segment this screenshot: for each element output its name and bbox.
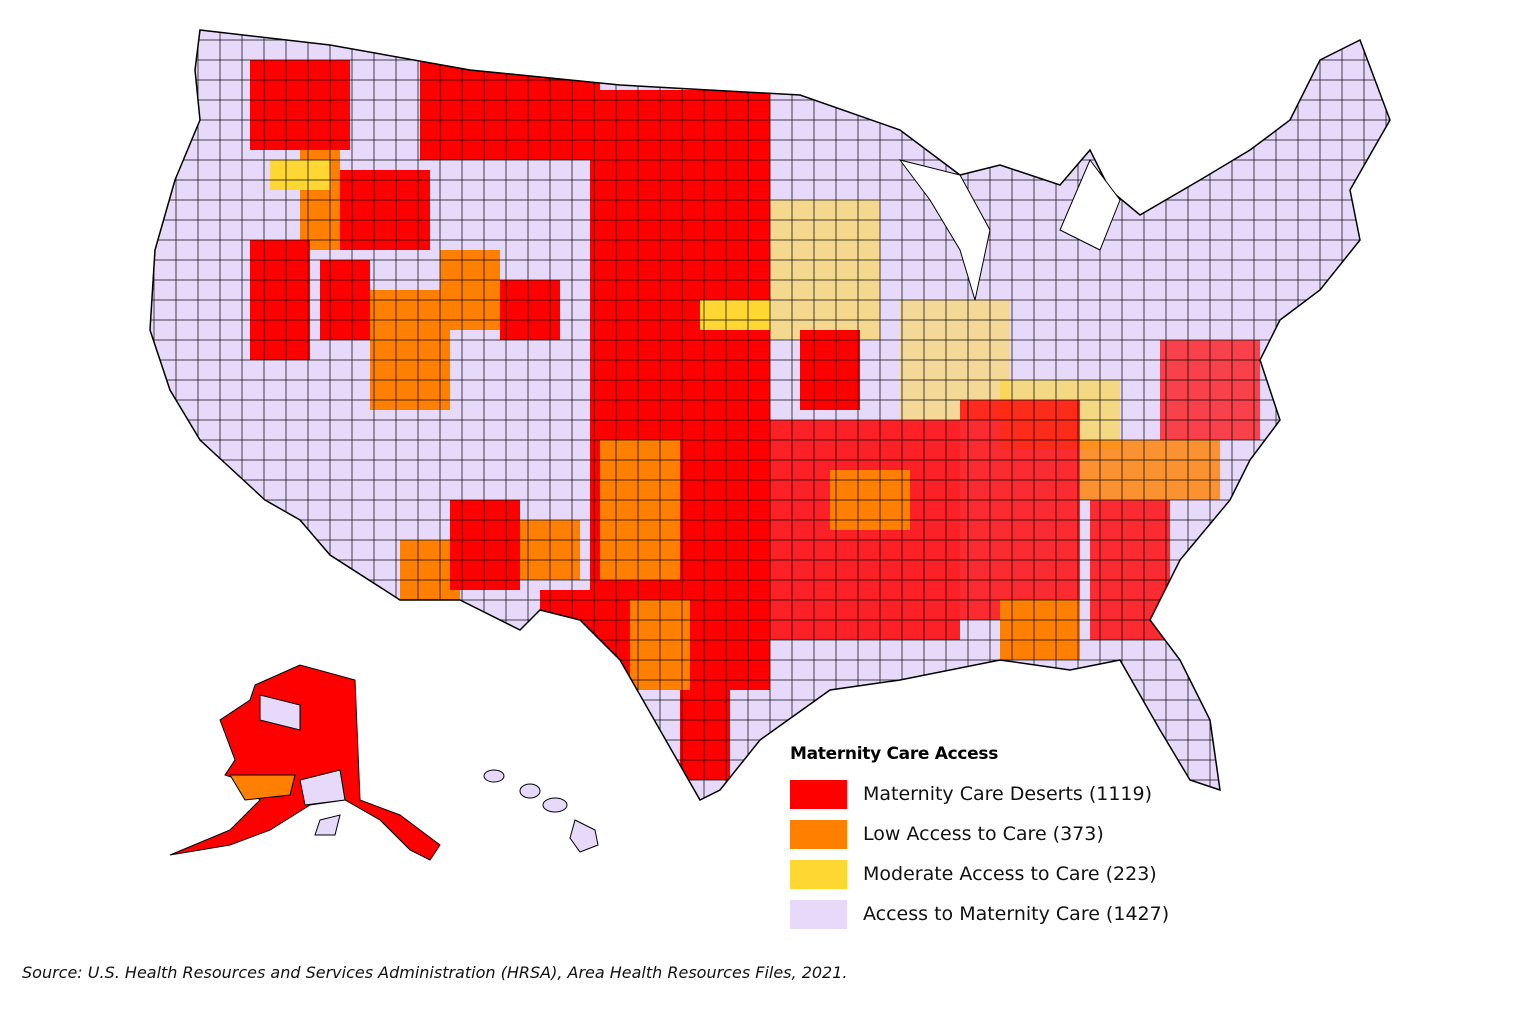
alaska — [169, 664, 441, 861]
legend-item-access: Access to Maternity Care (1427) — [790, 894, 1169, 934]
legend-title: Maternity Care Access — [790, 744, 999, 764]
swatch-orange — [790, 819, 847, 849]
legend-item-deserts: Maternity Care Deserts (1119) — [790, 774, 1169, 814]
legend-item-low: Low Access to Care (373) — [790, 814, 1169, 854]
swatch-yellow — [790, 859, 847, 889]
source-note: Source: U.S. Health Resources and Servic… — [22, 963, 848, 982]
legend-item-moderate: Moderate Access to Care (223) — [790, 854, 1169, 894]
swatch-lavender — [790, 899, 847, 929]
hawaii — [483, 769, 599, 853]
legend: Maternity Care Access Maternity Care Des… — [790, 744, 1169, 934]
swatch-red — [790, 779, 847, 809]
